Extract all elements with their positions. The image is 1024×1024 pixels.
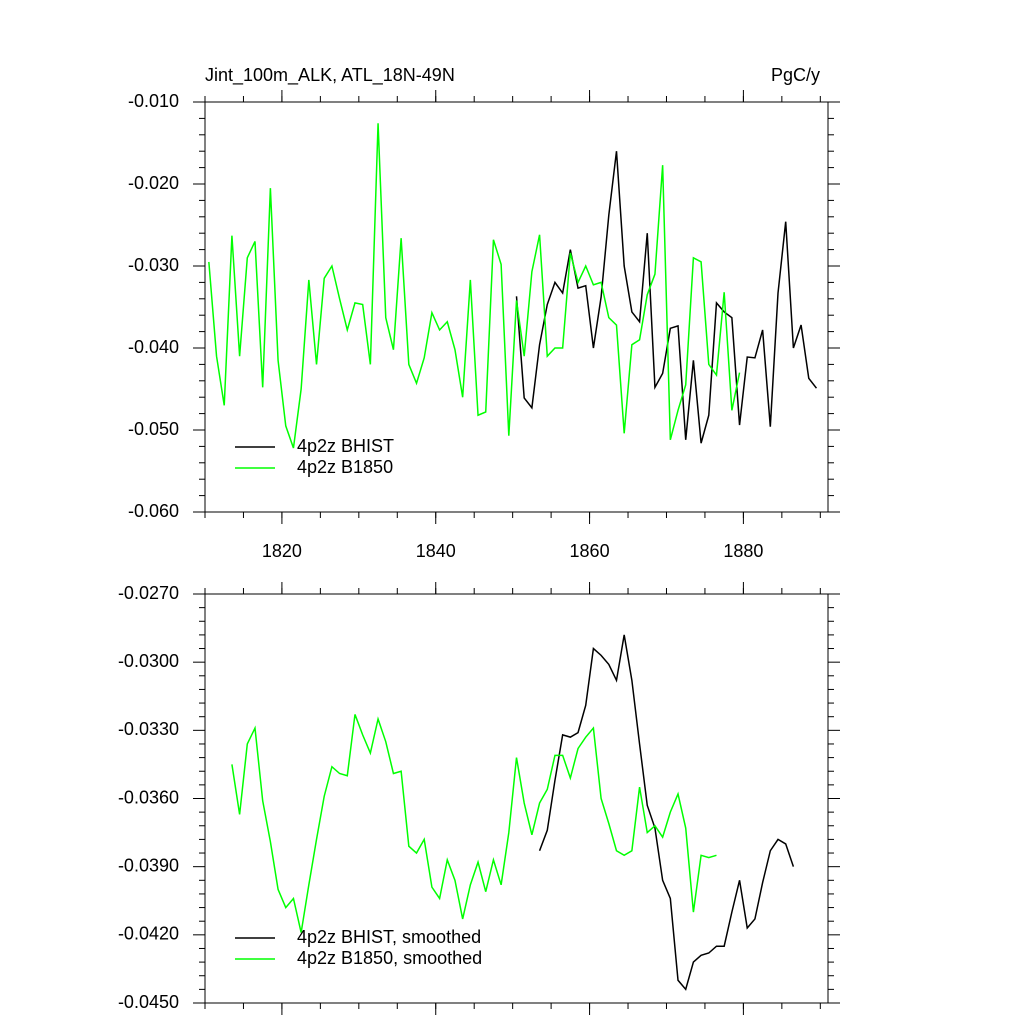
y-tick-label: -0.0270 xyxy=(118,583,179,603)
data-line xyxy=(208,123,741,449)
data-line xyxy=(515,151,818,444)
data-line xyxy=(231,714,717,933)
chart-title: Jint_100m_ALK, ATL_18N-49N xyxy=(205,65,455,86)
y-tick-label: -0.050 xyxy=(128,419,179,439)
y-tick-label: -0.060 xyxy=(128,501,179,521)
y-tick-label: -0.030 xyxy=(128,255,179,275)
legend-label: 4p2z B1850 xyxy=(297,457,393,477)
x-tick-label: 1820 xyxy=(262,541,302,561)
legend-label: 4p2z B1850, smoothed xyxy=(297,948,482,968)
x-tick-label: 1880 xyxy=(723,541,763,561)
units-label: PgC/y xyxy=(771,65,820,85)
data-line xyxy=(538,634,795,991)
y-tick-label: -0.0390 xyxy=(118,855,179,875)
legend-label: 4p2z BHIST xyxy=(297,436,394,456)
y-tick-label: -0.040 xyxy=(128,337,179,357)
y-tick-label: -0.020 xyxy=(128,173,179,193)
y-tick-label: -0.0360 xyxy=(118,787,179,807)
legend-label: 4p2z BHIST, smoothed xyxy=(297,927,481,947)
x-tick-label: 1860 xyxy=(570,541,610,561)
x-tick-label: 1840 xyxy=(416,541,456,561)
plot-frame xyxy=(204,101,829,513)
y-tick-label: -0.0300 xyxy=(118,651,179,671)
y-tick-label: -0.0330 xyxy=(118,719,179,739)
y-tick-label: -0.0450 xyxy=(118,992,179,1012)
y-tick-label: -0.0420 xyxy=(118,924,179,944)
y-tick-label: -0.010 xyxy=(128,91,179,111)
